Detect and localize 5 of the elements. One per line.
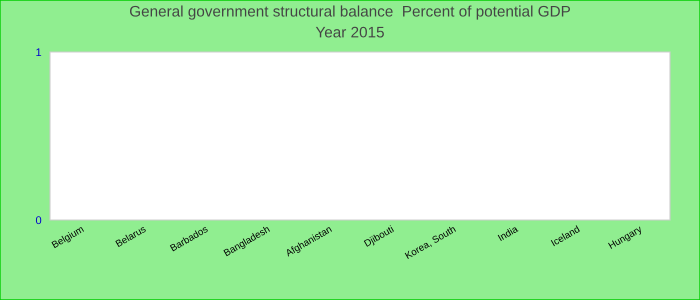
chart-title: General government structural balance Percent of potential GDP Year 2015 (130, 5, 570, 38)
y-tick-label: 1 (36, 48, 42, 56)
x-tick-label: India (498, 224, 519, 242)
x-tick-label: Korea, South (404, 225, 457, 260)
y-tick-label: 0 (36, 216, 42, 224)
